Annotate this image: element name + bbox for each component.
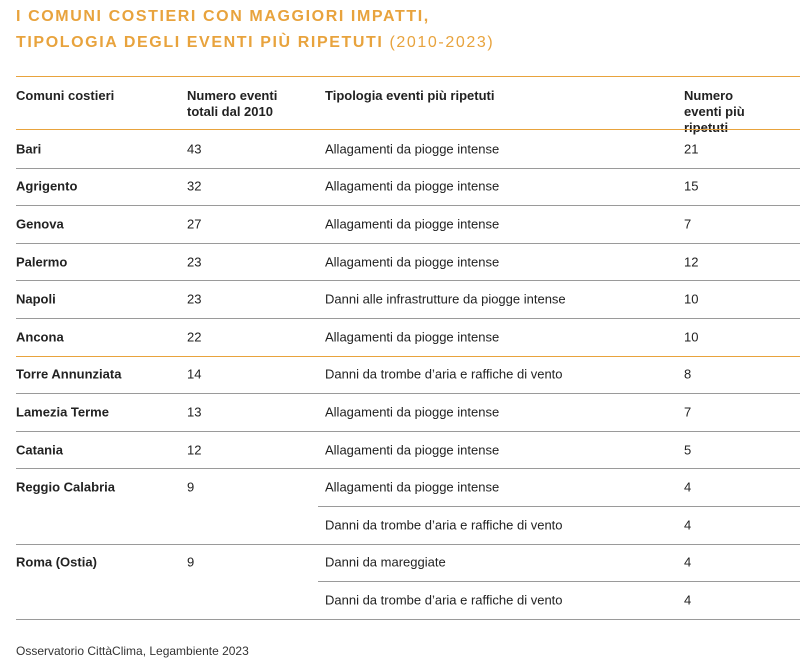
title-period: (2010-2023) xyxy=(389,34,495,51)
numero: 10 xyxy=(684,291,699,307)
column-header: Tipologia eventi più ripetuti xyxy=(325,88,495,103)
rule xyxy=(16,468,800,470)
numero: 7 xyxy=(684,216,692,232)
totale: 23 xyxy=(187,291,202,307)
rule xyxy=(16,393,800,395)
tipo: Allagamenti da piogge intense xyxy=(325,178,500,194)
totale: 43 xyxy=(187,141,202,157)
rule xyxy=(318,581,800,583)
title-line: TIPOLOGIA DEGLI EVENTI PIÙ RIPETUTI (201… xyxy=(16,34,494,52)
totale: 23 xyxy=(187,254,202,270)
column-header: Numero eventi più ripetuti xyxy=(684,88,745,135)
comune: Bari xyxy=(16,141,42,157)
totale: 14 xyxy=(187,366,202,382)
column-header: Comuni costieri xyxy=(16,88,115,103)
totale: 9 xyxy=(187,479,195,495)
totale: 12 xyxy=(187,442,202,458)
tipo: Danni da trombe d’aria e raffiche di ven… xyxy=(325,517,563,533)
rule xyxy=(16,167,800,169)
title-text: TIPOLOGIA DEGLI EVENTI PIÙ RIPETUTI xyxy=(16,34,384,51)
numero: 4 xyxy=(684,479,692,495)
comune: Genova xyxy=(16,216,64,232)
tipo: Danni alle infrastrutture da piogge inte… xyxy=(325,291,566,307)
comune: Lamezia Terme xyxy=(16,404,109,420)
rule xyxy=(16,430,800,432)
comune: Reggio Calabria xyxy=(16,479,115,495)
rule xyxy=(16,205,800,207)
rule xyxy=(16,280,800,282)
comune: Roma (Ostia) xyxy=(16,554,97,570)
tipo: Danni da trombe d’aria e raffiche di ven… xyxy=(325,366,563,382)
rule xyxy=(16,355,800,357)
rule xyxy=(318,506,800,507)
source: Osservatorio CittàClima, Legambiente 202… xyxy=(16,644,249,658)
totale: 13 xyxy=(187,404,202,420)
comune: Catania xyxy=(16,442,63,458)
tipo: Danni da trombe d’aria e raffiche di ven… xyxy=(325,592,563,608)
tipo: Allagamenti da piogge intense xyxy=(325,404,500,420)
totale: 27 xyxy=(187,216,202,232)
totale: 32 xyxy=(187,178,202,194)
tipo: Allagamenti da piogge intense xyxy=(325,442,500,458)
totale: 22 xyxy=(187,329,202,345)
tipo: Allagamenti da piogge intense xyxy=(325,254,500,270)
numero: 10 xyxy=(684,329,699,345)
numero: 15 xyxy=(684,178,699,194)
tipo: Allagamenti da piogge intense xyxy=(325,141,500,157)
tipo: Allagamenti da piogge intense xyxy=(325,479,500,495)
rule xyxy=(16,129,800,130)
comune: Napoli xyxy=(16,291,56,307)
tipo: Allagamenti da piogge intense xyxy=(325,329,500,345)
rule xyxy=(16,618,800,620)
comune: Agrigento xyxy=(16,178,78,194)
tipo: Allagamenti da piogge intense xyxy=(325,216,500,232)
rule xyxy=(16,318,800,319)
rule xyxy=(16,242,800,244)
comune: Torre Annunziata xyxy=(16,366,122,382)
numero: 4 xyxy=(684,592,692,608)
numero: 4 xyxy=(684,554,692,570)
numero: 21 xyxy=(684,141,699,157)
rule xyxy=(16,76,800,77)
numero: 8 xyxy=(684,366,692,382)
numero: 12 xyxy=(684,254,699,270)
column-header: Numero eventi totali dal 2010 xyxy=(187,88,278,119)
numero: 4 xyxy=(684,517,692,533)
title-line: I COMUNI COSTIERI CON MAGGIORI IMPATTI, xyxy=(16,8,430,25)
comune: Ancona xyxy=(16,329,64,345)
numero: 7 xyxy=(684,404,692,420)
totale: 9 xyxy=(187,554,195,570)
numero: 5 xyxy=(684,442,692,458)
comune: Palermo xyxy=(16,254,68,270)
rule xyxy=(16,543,800,545)
tipo: Danni da mareggiate xyxy=(325,554,446,570)
